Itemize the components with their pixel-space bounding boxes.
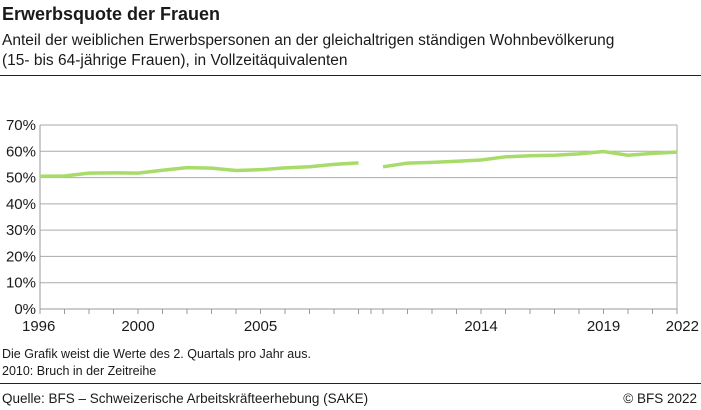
note-quarter: Die Grafik weist die Werte des 2. Quarta… [2,347,311,361]
x-tick-label: 2005 [244,318,277,335]
line-chart: 0% 10% 20% 30% 40% 50% 60% 70% 1996 2000 2005 2014 2… [6,117,699,335]
y-tick-label: 60% [6,143,36,160]
y-tick-label: 10% [6,275,36,292]
y-tick-label: 0% [14,301,36,318]
source: Quelle: BFS – Schweizerische Arbeitskräf… [2,391,369,406]
x-tick-label: 2022 [666,318,699,335]
subtitle-line-2: (15- bis 64-jährige Frauen), in Vollzeit… [2,52,348,69]
y-tick-label: 50% [6,170,36,187]
x-tick-label: 2014 [464,318,497,335]
y-tick-label: 40% [6,196,36,213]
note-break: 2010: Bruch in der Zeitreihe [2,364,157,378]
chart-title: Erwerbsquote der Frauen [2,4,221,24]
y-tick-label: 30% [6,222,36,239]
series-line-segment-2 [382,149,678,169]
header-divider [0,75,701,76]
footer-divider [0,383,701,384]
subtitle-line-1: Anteil der weiblichen Erwerbspersonen an… [2,32,615,49]
copyright: © BFS 2022 [623,391,697,406]
x-tick-label: 2000 [121,318,154,335]
x-tick-label: 2019 [587,318,620,335]
x-tick-label: 1996 [22,318,55,335]
chart-subtitle: Anteil der weiblichen Erwerbspersonen an… [2,31,614,71]
series-line-segment-1 [39,161,359,179]
y-tick-label: 70% [6,117,36,134]
y-tick-label: 20% [6,248,36,265]
